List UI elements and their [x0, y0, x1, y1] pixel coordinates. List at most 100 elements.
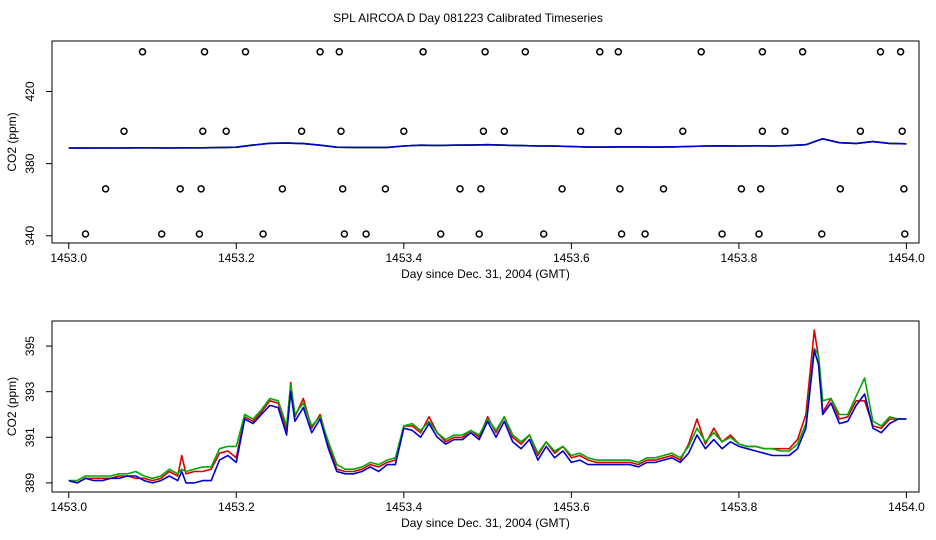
y-tick-label: 420 — [23, 81, 37, 101]
data-point-marker — [381, 185, 390, 193]
bottom-y-ticks: 389 391 393 395 — [23, 336, 52, 493]
data-point-marker — [362, 230, 370, 238]
top-x-axis-label: Day since Dec. 31, 2004 (GMT) — [401, 267, 570, 281]
series-line-green — [68, 138, 907, 149]
top-plot-frame — [51, 40, 920, 244]
data-point-marker — [596, 48, 604, 56]
data-point-marker — [758, 48, 767, 56]
data-point-marker — [758, 127, 767, 135]
x-tick-label: 1453.6 — [553, 500, 590, 514]
bottom-panel: 1453.0 1453.2 1453.4 1453.6 1453.8 1454.0 389… — [5, 320, 925, 530]
data-point-marker — [340, 230, 349, 238]
data-point-marker — [679, 127, 687, 135]
data-point-marker — [798, 48, 807, 56]
data-point-marker — [896, 48, 905, 56]
data-point-marker — [876, 48, 885, 56]
series-line-red — [68, 329, 907, 484]
top-series-lines — [68, 138, 907, 149]
data-point-marker — [199, 127, 207, 135]
data-point-marker — [241, 48, 250, 56]
bottom-y-axis-label: CO2 (ppm) — [5, 377, 19, 436]
y-tick-label: 380 — [23, 153, 37, 173]
data-point-marker — [479, 127, 488, 135]
bottom-x-axis-label: Day since Dec. 31, 2004 (GMT) — [401, 516, 570, 530]
bottom-x-ticks: 1453.0 1453.2 1453.4 1453.6 1453.8 1454.0 — [50, 492, 925, 514]
top-y-ticks: 340 380 420 — [23, 81, 52, 246]
y-tick-label: 391 — [23, 427, 37, 447]
data-point-marker — [176, 185, 184, 193]
y-tick-label: 389 — [23, 473, 37, 493]
data-point-marker — [756, 185, 765, 193]
data-point-marker — [400, 127, 408, 135]
x-tick-label: 1453.8 — [721, 251, 758, 265]
data-point-marker — [481, 48, 489, 56]
data-point-marker — [614, 127, 623, 135]
data-point-marker — [222, 127, 230, 135]
data-point-marker — [641, 230, 649, 238]
data-point-marker — [316, 48, 324, 56]
data-point-marker — [195, 230, 204, 238]
data-point-marker — [616, 185, 624, 193]
x-tick-label: 1453.0 — [50, 251, 87, 265]
data-point-marker — [477, 185, 485, 193]
data-point-marker — [836, 185, 845, 193]
top-x-ticks: 1453.0 1453.2 1453.4 1453.6 1453.8 1454.0 — [50, 243, 925, 265]
data-point-marker — [901, 230, 909, 238]
data-point-marker — [558, 185, 566, 193]
data-point-marker — [335, 48, 344, 56]
data-point-marker — [259, 230, 267, 238]
x-tick-label: 1453.8 — [721, 500, 758, 514]
x-tick-label: 1453.6 — [553, 251, 590, 265]
data-point-marker — [576, 127, 585, 135]
data-point-marker — [697, 48, 705, 56]
data-point-marker — [419, 48, 427, 56]
data-point-marker — [781, 127, 789, 135]
top-markers — [81, 48, 909, 238]
data-point-marker — [898, 127, 906, 135]
data-point-marker — [755, 230, 763, 238]
x-tick-label: 1453.2 — [218, 500, 255, 514]
data-point-marker — [101, 185, 110, 193]
series-line-green — [68, 347, 907, 482]
data-point-marker — [659, 185, 668, 193]
y-tick-label: 395 — [23, 336, 37, 356]
data-point-marker — [718, 230, 726, 238]
data-point-marker — [338, 185, 347, 193]
series-line-blue — [68, 138, 907, 149]
data-point-marker — [297, 127, 306, 135]
data-point-marker — [737, 185, 746, 193]
data-point-marker — [500, 127, 509, 135]
data-point-marker — [614, 48, 623, 56]
x-tick-label: 1453.4 — [385, 500, 422, 514]
data-point-marker — [856, 127, 865, 135]
top-panel: 1453.0 1453.2 1453.4 1453.6 1453.8 1454.0 340… — [5, 40, 925, 281]
series-line-red — [68, 138, 907, 149]
x-tick-label: 1453.0 — [50, 500, 87, 514]
data-point-marker — [456, 185, 464, 193]
data-point-marker — [521, 48, 530, 56]
data-point-marker — [200, 48, 209, 56]
x-tick-label: 1454.0 — [888, 500, 925, 514]
bottom-plot-frame — [51, 320, 920, 493]
data-point-marker — [197, 185, 205, 193]
x-tick-label: 1454.0 — [888, 251, 925, 265]
data-point-marker — [81, 230, 90, 238]
top-y-axis-label: CO2 (ppm) — [5, 112, 19, 171]
data-point-marker — [539, 230, 548, 238]
bottom-series-lines — [68, 329, 907, 484]
data-point-marker — [475, 230, 483, 238]
data-point-marker — [278, 185, 287, 193]
data-point-marker — [337, 127, 345, 135]
data-point-marker — [818, 230, 826, 238]
chart-title: SPL AIRCOA D Day 081223 Calibrated Times… — [333, 11, 603, 25]
data-point-marker — [900, 185, 908, 193]
data-point-marker — [436, 230, 445, 238]
series-line-blue — [68, 349, 907, 484]
y-tick-label: 393 — [23, 381, 37, 401]
y-tick-label: 340 — [23, 225, 37, 245]
data-point-marker — [120, 127, 128, 135]
data-point-marker — [617, 230, 626, 238]
data-point-marker — [157, 230, 166, 238]
x-tick-label: 1453.4 — [385, 251, 422, 265]
